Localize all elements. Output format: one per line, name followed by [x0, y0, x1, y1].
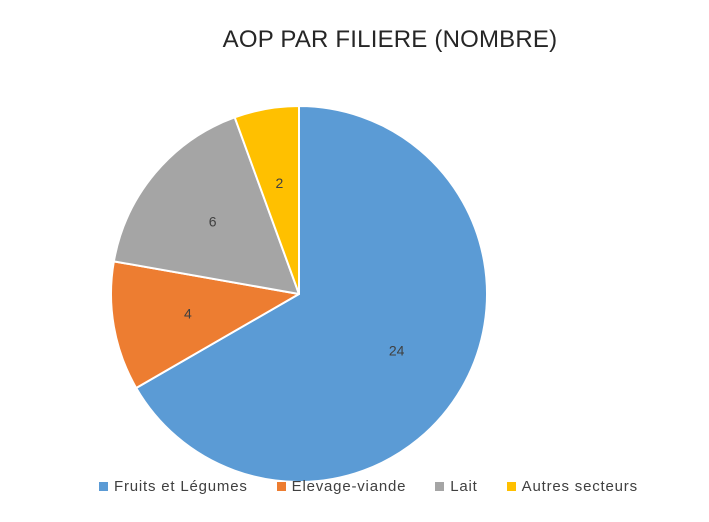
legend-swatch-2 [435, 482, 445, 491]
legend-label-2: Lait [450, 478, 478, 495]
legend-swatch-1 [276, 482, 286, 491]
chart-legend: Fruits et Légumes Elevage-viande Lait Autre… [99, 478, 638, 495]
legend-label-1: Elevage-viande [291, 478, 407, 495]
data-label-3: 2 [276, 175, 284, 191]
legend-item-2: Lait [435, 478, 477, 495]
legend-item-1: Elevage-viande [276, 478, 407, 495]
pie-slice-0 [135, 105, 488, 483]
legend-swatch-3 [506, 482, 516, 491]
chart-title: AOP PAR FILIERE (NOMBRE) [222, 26, 558, 53]
legend-label-0: Fruits et Légumes [114, 478, 248, 495]
pie-slice-2 [112, 116, 300, 295]
pie-slices [110, 105, 488, 483]
pie-slice-3 [233, 105, 300, 295]
legend-swatch-0 [99, 482, 108, 491]
legend-item-0: Fruits et Légumes [99, 478, 248, 495]
legend-label-3: Autres secteurs [521, 478, 638, 495]
data-label-1: 4 [184, 306, 192, 322]
data-label-0: 24 [389, 342, 405, 358]
data-label-2: 6 [209, 213, 217, 229]
pie-data-labels: 24 4 6 2 [184, 175, 405, 358]
pie-slice-1 [110, 260, 300, 389]
legend-item-3: Autres secteurs [506, 478, 638, 495]
